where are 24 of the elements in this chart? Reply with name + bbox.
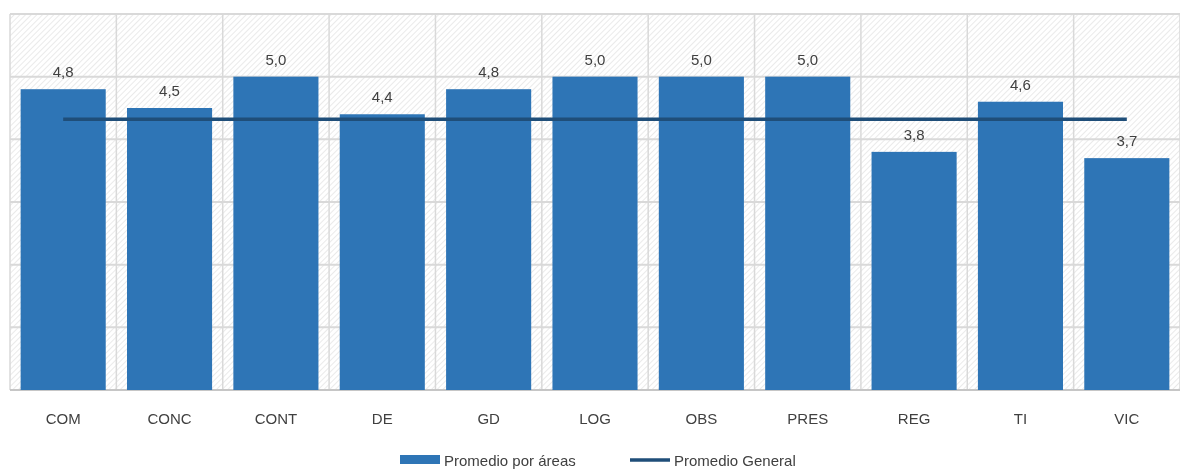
data-label: 5,0	[584, 50, 606, 68]
x-tick-label: COM	[45, 410, 81, 427]
x-tick-label: CONC	[147, 410, 192, 427]
x-tick-label: LOG	[579, 410, 611, 427]
x-tick-label: OBS	[685, 410, 718, 427]
x-tick-label: CONT	[254, 410, 298, 427]
x-tick-label: REG	[897, 410, 931, 427]
legend-label: Promedio General	[674, 452, 796, 469]
legend-label: Promedio por áreas	[444, 452, 576, 469]
data-label: 4,8	[478, 63, 500, 81]
x-tick-label: VIC	[1114, 410, 1140, 427]
data-label: 3,7	[1116, 132, 1138, 150]
x-tick-label: PRES	[787, 410, 829, 427]
data-label: 4,4	[371, 88, 393, 106]
x-tick-label: DE	[371, 410, 393, 427]
data-label: 4,5	[159, 82, 180, 99]
data-label: 5,0	[265, 50, 287, 68]
data-label: 5,0	[690, 50, 712, 68]
data-label: 4,8	[52, 63, 74, 81]
data-label: 3,8	[903, 125, 925, 143]
data-label: 5,0	[797, 50, 819, 68]
x-tick-label: TI	[1013, 410, 1028, 427]
x-tick-label: GD	[477, 410, 501, 427]
data-label: 4,6	[1010, 75, 1031, 93]
